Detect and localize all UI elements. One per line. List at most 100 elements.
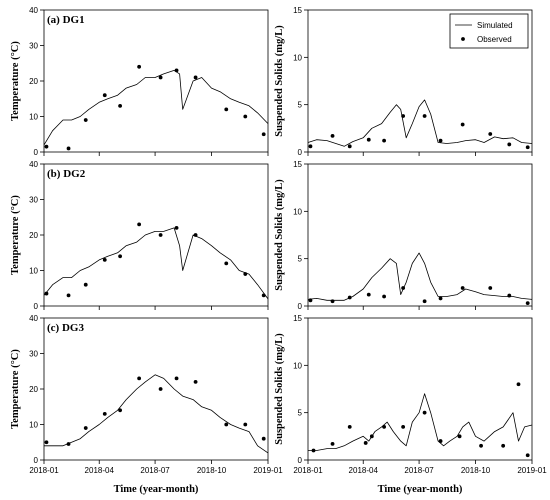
observed-point xyxy=(438,296,443,301)
y-tick-label: 5 xyxy=(298,409,303,418)
y-axis-title: Temperature (°C) xyxy=(10,195,21,275)
observed-point xyxy=(44,144,49,149)
observed-point xyxy=(347,295,352,300)
y-tick-label: 15 xyxy=(293,6,302,15)
observed-point xyxy=(102,411,107,416)
plot-frame xyxy=(43,163,269,307)
observed-point xyxy=(308,298,313,303)
plot-frame xyxy=(307,317,533,461)
y-tick-label: 40 xyxy=(29,314,38,323)
observed-point xyxy=(243,272,248,276)
y-tick-label: 30 xyxy=(29,350,38,359)
observed-point xyxy=(422,410,427,415)
observed-point xyxy=(460,122,465,127)
observed-point xyxy=(330,134,335,138)
x-tick-label: 2019-01 xyxy=(517,466,547,475)
legend-box xyxy=(449,13,529,49)
observed-point xyxy=(525,145,530,150)
x-tick-label: 2018-07 xyxy=(404,466,434,475)
observed-point xyxy=(66,293,71,298)
y-tick-label: 10 xyxy=(293,361,302,370)
observed-point xyxy=(44,291,49,296)
legend: Simulated Observed xyxy=(449,13,529,49)
panel-label: (c) DG3 xyxy=(47,322,84,334)
observed-point xyxy=(401,424,406,429)
y-tick-label: 20 xyxy=(29,77,38,86)
x-axis-title: Time (year-month) xyxy=(378,484,463,495)
observed-point xyxy=(261,132,266,137)
y-axis-title: Suspended Solids (mg/L) xyxy=(274,25,285,137)
y-tick-label: 0 xyxy=(34,302,39,311)
plot-frame xyxy=(43,9,269,153)
observed-point xyxy=(347,144,352,149)
y-axis-title: Temperature (°C) xyxy=(10,349,21,429)
observed-point xyxy=(382,424,386,429)
observed-point xyxy=(382,138,386,143)
legend-dot-swatch xyxy=(461,37,465,41)
observed-point xyxy=(401,114,406,118)
simulated-line xyxy=(43,70,269,146)
y-tick-label: 40 xyxy=(29,160,38,169)
observed-point xyxy=(137,222,142,227)
y-tick-label: 10 xyxy=(29,267,38,276)
x-tick-label: 2018-04 xyxy=(349,466,379,475)
observed-point xyxy=(224,261,229,266)
panel-2: 0 5 10 15 Suspended Solids (mg/L) Simulated Ob… xyxy=(274,6,533,157)
observed-point xyxy=(460,286,465,290)
observed-point xyxy=(118,254,122,259)
observed-point xyxy=(401,286,406,290)
observed-point xyxy=(261,293,266,298)
chart-area: 0 10 20 30 40 Temperature (°C) (a) DG1 0 5 10 15 Su… xyxy=(10,6,547,495)
observed-point xyxy=(66,146,71,151)
y-tick-label: 40 xyxy=(29,6,38,15)
observed-point xyxy=(366,137,371,142)
panel-3: 0 10 20 30 40 Temperature (°C) (b) DG2 xyxy=(10,160,269,311)
legend-label-simulated: Simulated xyxy=(477,21,513,30)
y-tick-label: 20 xyxy=(29,385,38,394)
x-tick-label: 2019-01 xyxy=(253,466,283,475)
observed-point xyxy=(224,107,229,112)
panel-4: 0 5 10 15 Suspended Solids (mg/L) xyxy=(274,160,533,311)
observed-point xyxy=(137,64,142,69)
observed-point xyxy=(118,408,122,413)
observed-point xyxy=(158,387,163,391)
y-axis-title: Suspended Solids (mg/L) xyxy=(274,179,285,291)
y-tick-label: 10 xyxy=(29,421,38,430)
observed-point xyxy=(174,226,179,230)
y-tick-label: 0 xyxy=(298,148,303,157)
y-tick-label: 5 xyxy=(298,101,303,110)
observed-point xyxy=(525,301,530,306)
y-tick-label: 10 xyxy=(29,113,38,122)
y-tick-label: 30 xyxy=(29,42,38,51)
y-axis-title: Suspended Solids (mg/L) xyxy=(274,333,285,445)
legend-label-observed: Observed xyxy=(477,35,512,44)
simulated-line xyxy=(307,252,533,301)
simulated-line xyxy=(307,99,533,147)
y-tick-label: 0 xyxy=(298,456,303,465)
observed-point xyxy=(479,443,483,448)
observed-point xyxy=(488,132,493,136)
observed-point xyxy=(83,426,88,430)
observed-point xyxy=(330,299,335,304)
x-tick-label: 2018-01 xyxy=(293,466,323,475)
observed-point xyxy=(193,75,198,80)
observed-point xyxy=(83,282,88,287)
y-tick-label: 10 xyxy=(293,207,302,216)
observed-point xyxy=(457,434,462,439)
panel-label: (b) DG2 xyxy=(47,168,86,180)
observed-point xyxy=(525,453,530,458)
plot-frame xyxy=(307,9,533,153)
observed-point xyxy=(363,441,368,445)
observed-point xyxy=(311,448,316,453)
y-tick-label: 0 xyxy=(298,302,303,311)
observed-point xyxy=(516,382,521,387)
observed-point xyxy=(369,434,374,439)
x-tick-label: 2018-07 xyxy=(140,466,170,475)
x-tick-label: 2018-10 xyxy=(197,466,227,475)
plot-frame xyxy=(43,317,269,461)
y-tick-label: 0 xyxy=(34,456,39,465)
observed-point xyxy=(174,376,179,381)
observed-point xyxy=(501,443,506,448)
observed-point xyxy=(83,118,88,122)
observed-point xyxy=(438,439,443,443)
